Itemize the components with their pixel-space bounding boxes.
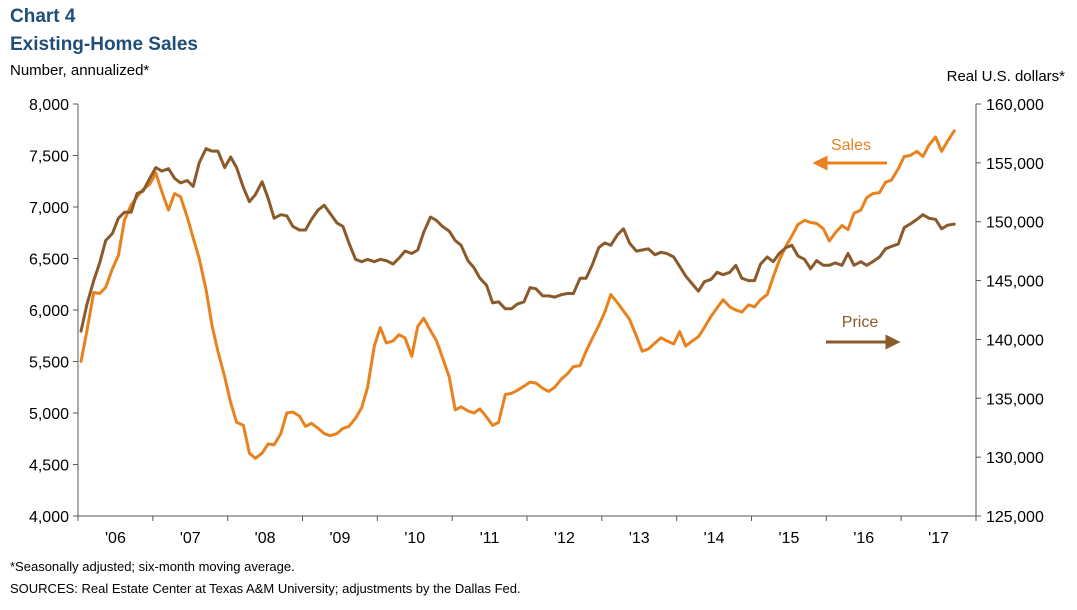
x-tick-label: '10: [404, 530, 425, 547]
x-tick-label: '15: [778, 530, 799, 547]
series-line-price: [79, 147, 956, 333]
y-axis-left-label: Number, annualized*: [10, 62, 150, 79]
y-tick-label-left: 4,500: [29, 458, 69, 475]
y-tick-label-left: 5,500: [29, 355, 69, 372]
y-tick-label-left: 7,000: [29, 200, 69, 217]
footnote: *Seasonally adjusted; six-month moving a…: [10, 559, 295, 574]
y-tick-label-left: 8,000: [29, 97, 69, 114]
y-tick-label-right: 135,000: [986, 391, 1044, 408]
x-tick-label: '14: [704, 530, 725, 547]
y-tick-label-right: 145,000: [986, 274, 1044, 291]
x-tick-label: '08: [255, 530, 276, 547]
x-tick-label: '16: [853, 530, 874, 547]
chart-series: [79, 129, 956, 460]
chart-annotations: Sales Price: [812, 137, 901, 350]
y-axis-right-label: Real U.S. dollars*: [946, 68, 1065, 85]
y-tick-label-left: 6,500: [29, 252, 69, 269]
chart-axes: 4,000 4,500 5,000 5,500 6,000 6,500 7,000 7,500…: [29, 97, 1044, 547]
y-tick-label-right: 155,000: [986, 156, 1044, 173]
x-tick-label: '06: [105, 530, 126, 547]
x-tick-label: '17: [928, 530, 949, 547]
y-tick-label-right: 160,000: [986, 97, 1044, 114]
price-series-label: Price: [842, 314, 879, 331]
sales-series-label: Sales: [831, 137, 871, 154]
sources-note: SOURCES: Real Estate Center at Texas A&M…: [10, 581, 521, 596]
x-tick-label: '12: [554, 530, 575, 547]
y-tick-label-left: 4,000: [29, 509, 69, 526]
y-tick-label-right: 130,000: [986, 450, 1044, 467]
chart-number: Chart 4: [10, 6, 76, 27]
y-tick-label-right: 125,000: [986, 509, 1044, 526]
y-tick-label-right: 140,000: [986, 332, 1044, 349]
series-line-sales: [79, 129, 956, 460]
x-tick-label: '09: [329, 530, 350, 547]
x-tick-label: '07: [180, 530, 201, 547]
x-tick-label: '11: [480, 530, 500, 547]
y-tick-label-left: 7,500: [29, 149, 69, 166]
x-tick-label: '13: [629, 530, 650, 547]
chart-title: Existing-Home Sales: [10, 34, 198, 55]
y-tick-label-left: 6,000: [29, 303, 69, 320]
y-tick-label-left: 5,000: [29, 406, 69, 423]
y-tick-label-right: 150,000: [986, 215, 1044, 232]
